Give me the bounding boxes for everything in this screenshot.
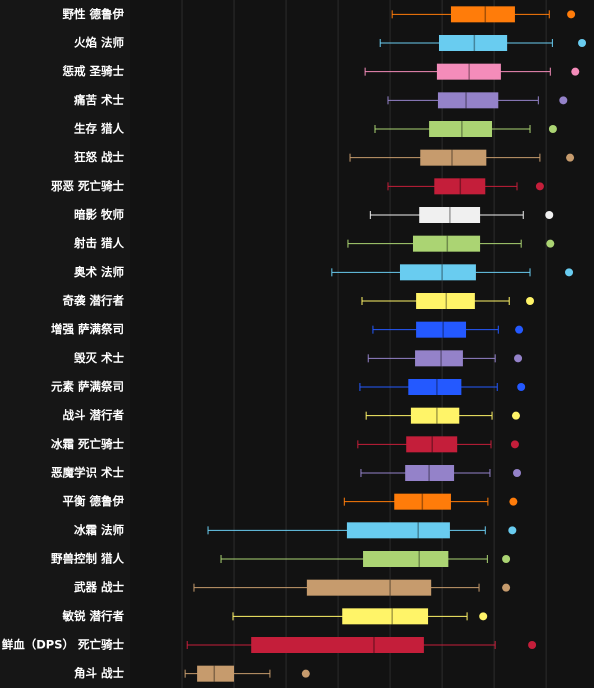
outlier-dot — [535, 182, 544, 191]
box — [405, 465, 455, 481]
category-label: 生存 猎人 — [74, 122, 125, 136]
outlier-dot — [502, 555, 511, 563]
category-label: 武器 战士 — [74, 580, 125, 594]
category-label: 冰霜 法师 — [74, 523, 125, 537]
box — [399, 264, 476, 281]
plot-area — [130, 0, 594, 688]
box — [420, 149, 487, 166]
box — [436, 63, 501, 80]
category-label: 野兽控制 猎人 — [51, 552, 125, 566]
box — [416, 293, 475, 309]
box — [363, 551, 449, 567]
outlier-dot — [301, 669, 310, 678]
outlier-dot — [508, 526, 517, 535]
category-label: 增强 萨满祭司 — [51, 322, 124, 336]
category-label: 火焰 法师 — [74, 36, 125, 50]
category-label: 奇袭 潜行者 — [62, 294, 124, 308]
outlier-dot — [571, 67, 580, 76]
category-label: 角斗 战士 — [74, 666, 125, 680]
category-label: 邪恶 死亡骑士 — [50, 179, 125, 193]
box — [429, 121, 493, 137]
box — [394, 493, 451, 510]
box — [438, 35, 508, 51]
outlier-dot — [565, 268, 574, 277]
category-label: 暗影 牧师 — [74, 208, 125, 222]
category-label: 战斗 潜行者 — [62, 408, 124, 422]
category-label: 惩戒 圣骑士 — [62, 64, 124, 78]
box — [419, 207, 481, 223]
category-label: 射击 猎人 — [73, 236, 125, 250]
outlier-dot — [517, 383, 526, 391]
outlier-dot — [578, 39, 587, 47]
box — [346, 522, 450, 539]
category-label: 痛苦 术士 — [73, 93, 125, 107]
box — [197, 665, 235, 682]
box — [416, 321, 467, 338]
category-label: 冰霜 死亡骑士 — [51, 437, 125, 451]
box — [406, 436, 458, 453]
outlier-dot — [513, 469, 522, 477]
box — [434, 178, 486, 195]
category-label: 敏锐 潜行者 — [61, 609, 124, 623]
outlier-dot — [559, 96, 568, 105]
box — [410, 407, 460, 424]
outlier-dot — [548, 125, 557, 133]
outlier-dot — [514, 354, 523, 363]
outlier-dot — [566, 153, 575, 162]
outlier-dot — [479, 612, 488, 621]
box — [412, 235, 481, 252]
box — [437, 92, 499, 109]
box — [342, 608, 429, 625]
outlier-dot — [526, 297, 535, 305]
outlier-dot — [545, 211, 554, 219]
category-label: 毁灭 术士 — [74, 351, 125, 365]
box — [415, 350, 463, 367]
outlier-dot — [510, 440, 519, 449]
outlier-dot — [502, 583, 511, 592]
category-label: 野性 德鲁伊 — [62, 7, 124, 21]
box — [251, 637, 424, 653]
category-label: 鲜血（DPS） 死亡骑士 — [2, 638, 125, 652]
box — [306, 579, 432, 596]
category-label: 狂怒 战士 — [74, 150, 125, 164]
outlier-dot — [509, 497, 518, 506]
outlier-dot — [567, 10, 576, 19]
box — [450, 6, 515, 23]
category-label: 恶魔学识 术士 — [51, 466, 125, 480]
category-label: 平衡 德鲁伊 — [62, 494, 124, 508]
outlier-dot — [546, 239, 555, 248]
category-label: 元素 萨满祭司 — [51, 380, 124, 394]
outlier-dot — [528, 641, 537, 649]
outlier-dot — [515, 325, 524, 334]
category-label: 奥术 法师 — [73, 265, 125, 279]
box — [408, 379, 462, 395]
outlier-dot — [511, 411, 520, 420]
